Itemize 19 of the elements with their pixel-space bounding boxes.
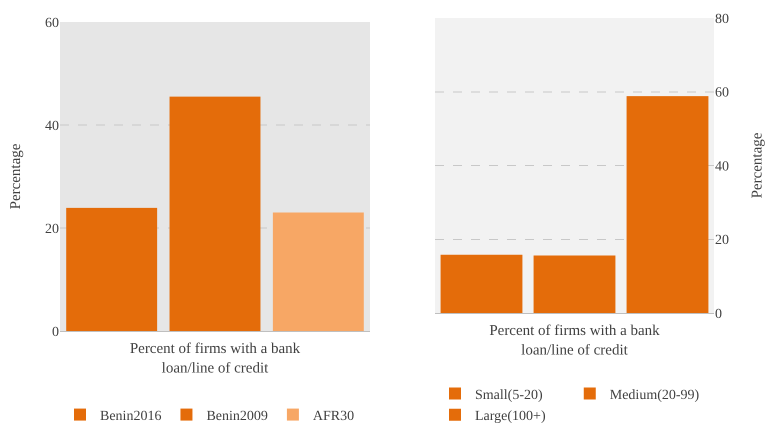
y-tick-label: 60 [45,16,59,31]
y-tick-label: 40 [45,118,59,134]
y-tick-label: 60 [715,86,729,101]
y-tick-label: 0 [715,306,722,322]
legend-label: Small(5-20) [475,388,543,403]
legend-label: Benin2009 [206,409,268,424]
y-tick-label: 20 [715,233,729,248]
legend-label: Medium(20-99) [610,388,700,403]
legend-label: Large(100+) [475,409,546,424]
y-tick-label: 40 [715,159,729,174]
y-tick-label: 80 [715,12,729,27]
legend-label: AFR30 [312,409,354,424]
legend-label: Benin2016 [100,409,162,424]
y-tick-label: 0 [52,324,59,340]
x-axis-title: Percent of firms with a bank loan/line of credit [130,341,301,376]
y-axis-title: Percentage [8,143,24,210]
y-axis-title: Percentage [750,132,766,198]
y-tick-label: 20 [45,222,59,237]
x-axis-title: Percent of firms with a bank loan/line of credit [489,323,660,358]
